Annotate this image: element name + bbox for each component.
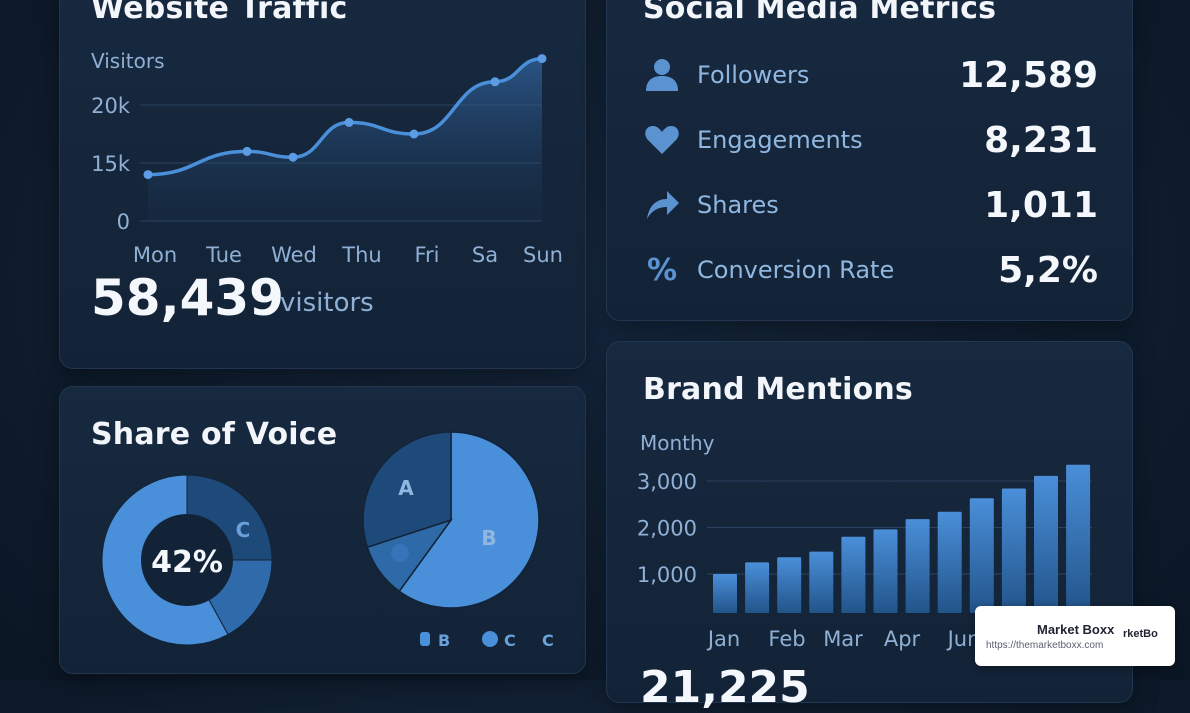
- traffic-point: [344, 117, 354, 127]
- traffic-area: [148, 58, 542, 221]
- badge-logo: rketBo: [1123, 628, 1158, 640]
- legend-swatch: [420, 632, 430, 646]
- total-visitors-value: 58,439: [91, 269, 284, 327]
- bar: [873, 529, 898, 613]
- metric-value: 12,589: [959, 55, 1098, 96]
- donut-hole: [141, 514, 233, 606]
- legend-label: C: [542, 631, 554, 650]
- metric-label: Engagements: [697, 126, 863, 154]
- website-traffic-title: Website Traffic: [91, 0, 348, 26]
- metric-value: 5,2%: [998, 250, 1098, 291]
- x-tick-label: Jan: [706, 627, 740, 651]
- brand-mentions-total: 21,225: [640, 662, 810, 713]
- bar: [1034, 475, 1058, 613]
- bar: [1001, 488, 1026, 613]
- metric-conversion-rate: % Conversion Rate 5,2%: [643, 246, 1098, 296]
- social-media-title: Social Media Metrics: [643, 0, 997, 26]
- share-of-voice-title: Share of Voice: [91, 417, 338, 452]
- metric-label: Conversion Rate: [697, 256, 895, 284]
- x-tick-label: Sun: [523, 243, 563, 267]
- metric-engagements: Engagements 8,231: [643, 116, 1098, 166]
- x-tick-label: Mar: [823, 627, 863, 651]
- x-tick-label: Mon: [133, 243, 177, 267]
- x-tick-label: Fri: [414, 243, 439, 267]
- website-traffic-card: Website Traffic 0 15k 20k Visitors Mon Tue Wed…: [59, 0, 586, 369]
- metric-label: Followers: [697, 61, 810, 89]
- bar: [777, 557, 802, 613]
- traffic-point: [409, 129, 419, 139]
- y-tick-label: 20k: [91, 94, 131, 118]
- y-axis-label: Visitors: [91, 49, 165, 73]
- traffic-point: [143, 170, 153, 180]
- metric-value: 8,231: [984, 120, 1098, 161]
- y-tick-label: 15k: [91, 152, 131, 176]
- bar: [841, 536, 866, 613]
- market-boxx-badge[interactable]: Market Boxx https://themarketboxx.com rk…: [975, 606, 1175, 666]
- pie-slice-label: A: [398, 476, 414, 500]
- traffic-area-chart: 0 15k 20k Visitors Mon Tue Wed Thu Fri Sa Sun: [91, 49, 563, 267]
- traffic-point: [490, 77, 500, 87]
- legend-swatch: [482, 631, 498, 647]
- x-tick-label: Sa: [472, 243, 498, 267]
- pie-slice-label: B: [481, 526, 496, 550]
- badge-url: https://themarketboxx.com: [986, 640, 1104, 651]
- metric-value: 1,011: [984, 185, 1098, 226]
- percent-icon: %: [647, 253, 677, 288]
- bar: [809, 551, 834, 613]
- y-tick-label: 0: [117, 210, 130, 234]
- y-tick-label: 2,000: [637, 517, 697, 541]
- x-tick-label: Feb: [768, 627, 805, 651]
- bar: [905, 519, 930, 613]
- share-arrow-icon: [647, 191, 679, 219]
- traffic-point: [537, 54, 547, 64]
- metric-shares: Shares 1,011: [643, 181, 1098, 231]
- bar: [937, 511, 962, 613]
- svg-text:%: %: [647, 253, 677, 288]
- bar: [745, 562, 770, 613]
- pie-slice: [362, 431, 452, 549]
- traffic-point: [288, 152, 298, 162]
- share-of-voice-charts: 42% C A B B C C: [101, 431, 554, 650]
- pie-small-marker: [391, 544, 409, 562]
- bar: [713, 574, 737, 613]
- social-media-card: Social Media Metrics Followers 12,589 En…: [606, 0, 1133, 321]
- y-axis-label: Monthy: [640, 431, 715, 455]
- bar: [969, 498, 994, 613]
- brand-mentions-bar-chart: Monthy 1,000 2,000 3,000 Jan Feb Mar Apr Jun: [637, 431, 1092, 651]
- pie-slice: [398, 431, 540, 609]
- donut-center-value: 42%: [151, 545, 223, 580]
- legend-label: C: [504, 631, 516, 650]
- user-icon: [646, 59, 678, 91]
- y-tick-label: 3,000: [637, 470, 697, 494]
- x-tick-label: Wed: [271, 243, 317, 267]
- brand-mentions-title: Brand Mentions: [643, 372, 913, 407]
- bar: [1066, 464, 1091, 613]
- metric-label: Shares: [697, 191, 779, 219]
- y-tick-label: 1,000: [637, 563, 697, 587]
- legend-label: B: [438, 631, 450, 650]
- heart-icon: [645, 126, 679, 154]
- donut-slice-label: C: [236, 518, 251, 542]
- x-tick-label: Apr: [884, 627, 921, 651]
- traffic-point: [242, 146, 252, 156]
- total-visitors-unit: visitors: [280, 288, 374, 318]
- metric-followers: Followers 12,589: [643, 51, 1098, 101]
- share-of-voice-card: Share of Voice 42% C A B B C C: [59, 386, 586, 674]
- x-tick-label: Jun: [946, 627, 981, 651]
- badge-name: Market Boxx: [1037, 622, 1115, 637]
- x-tick-label: Thu: [341, 243, 381, 267]
- x-tick-label: Tue: [205, 243, 242, 267]
